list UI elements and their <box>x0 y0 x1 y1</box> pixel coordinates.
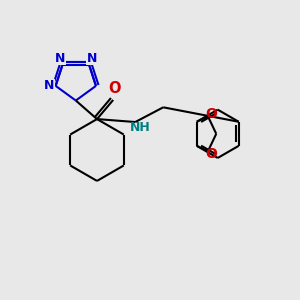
Text: N: N <box>87 52 97 65</box>
Text: NH: NH <box>130 121 151 134</box>
Text: O: O <box>108 81 121 96</box>
Text: O: O <box>206 146 218 161</box>
Text: N: N <box>55 52 65 65</box>
Text: N: N <box>44 80 54 92</box>
Text: O: O <box>206 107 218 121</box>
